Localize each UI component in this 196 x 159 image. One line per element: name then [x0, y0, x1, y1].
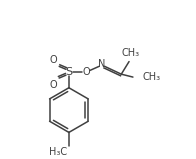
Text: H₃C: H₃C	[49, 147, 67, 157]
Text: S: S	[65, 67, 73, 77]
Text: O: O	[83, 67, 90, 77]
Text: N: N	[98, 59, 106, 69]
Text: CH₃: CH₃	[143, 72, 161, 82]
Text: O: O	[50, 55, 57, 65]
Text: CH₃: CH₃	[122, 48, 140, 58]
Text: O: O	[50, 80, 57, 90]
